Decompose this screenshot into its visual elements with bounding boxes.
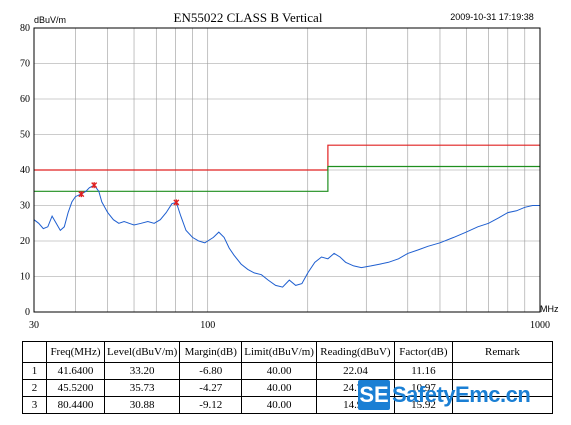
column-header: Factor(dB) [393, 341, 453, 363]
y-tick-label: 20 [20, 236, 30, 247]
x-tick-label: 100 [200, 320, 215, 331]
table-cell: 35.73 [103, 379, 181, 397]
table-cell: 41.6400 [46, 362, 105, 380]
y-tick-label: 80 [20, 23, 30, 34]
column-header: Remark [451, 341, 553, 363]
plot-frame [33, 27, 541, 313]
table-cell: 22.04 [315, 362, 395, 380]
column-header: Freq(MHz) [46, 341, 105, 363]
table-cell: 1 [22, 362, 47, 380]
y-ticks: 0 10 20 30 40 50 60 70 80 [20, 23, 30, 318]
table-cell: 45.5200 [46, 379, 105, 397]
table-header-row: Freq(MHz) Level(dBuV/m) Margin(dB) Limit… [22, 341, 553, 363]
result-table: Freq(MHz) Level(dBuV/m) Margin(dB) Limit… [22, 341, 553, 414]
y-tick-label: 30 [20, 201, 30, 212]
x-tick-label: 1000 [530, 320, 550, 331]
table-cell: 2 [22, 379, 47, 397]
y-tick-label: 40 [20, 165, 30, 176]
series-line [33, 184, 540, 288]
column-header [22, 341, 47, 363]
y-tick-label: 10 [20, 272, 30, 283]
table-cell: 30.88 [103, 396, 181, 414]
peak-marker [78, 191, 85, 198]
table-cell: 40.00 [241, 379, 317, 397]
column-header: Level(dBuV/m) [103, 341, 181, 363]
column-header: Margin(dB) [179, 341, 243, 363]
table-cell: -9.12 [179, 396, 243, 414]
y-tick-label: 50 [20, 130, 30, 141]
table-cell: 11.16 [393, 362, 453, 380]
y-axis-label: dBuV/m [34, 15, 66, 25]
emc-chart: EN55022 CLASS B Vertical 2009-10-31 17:1… [20, 10, 559, 331]
table-cell: 15.92 [393, 396, 453, 414]
column-header: Reading(dBuV) [315, 341, 395, 363]
table-cell: 40.00 [241, 396, 317, 414]
x-axis-label: MHz [540, 304, 559, 314]
watermark-logo: SE SafetyEmc.cn [358, 380, 531, 410]
table-cell: 3 [22, 396, 47, 414]
series-line [34, 165, 540, 192]
peak-marker [91, 182, 98, 189]
chart-title: EN55022 CLASS B Vertical [174, 10, 323, 25]
watermark-badge: SE [358, 380, 390, 410]
table-cell: -4.27 [179, 379, 243, 397]
table-cell [451, 396, 553, 414]
peak-marker [173, 199, 180, 206]
column-header: Limit(dBuV/m) [241, 341, 317, 363]
table-cell: 40.00 [241, 362, 317, 380]
y-tick-label: 0 [25, 307, 30, 318]
table-row: 1 41.6400 33.20 -6.80 40.00 22.04 11.16 [22, 362, 553, 380]
y-tick-label: 70 [20, 59, 30, 70]
y-tick-label: 60 [20, 94, 30, 105]
series-line [34, 144, 540, 171]
markers [78, 182, 180, 206]
table-cell: -6.80 [179, 362, 243, 380]
chart-timestamp: 2009-10-31 17:19:38 [450, 12, 534, 22]
table-cell: 80.4400 [46, 396, 105, 414]
watermark-text: SafetyEmc.cn [392, 382, 531, 407]
table-cell: 33.20 [103, 362, 181, 380]
table-cell [451, 362, 553, 380]
table-row: 3 80.4400 30.88 -9.12 40.00 14.96 15.92 [22, 396, 553, 414]
x-tick-label: 30 [29, 320, 39, 331]
x-ticks: 30 100 1000 [29, 320, 550, 331]
series [33, 144, 540, 288]
